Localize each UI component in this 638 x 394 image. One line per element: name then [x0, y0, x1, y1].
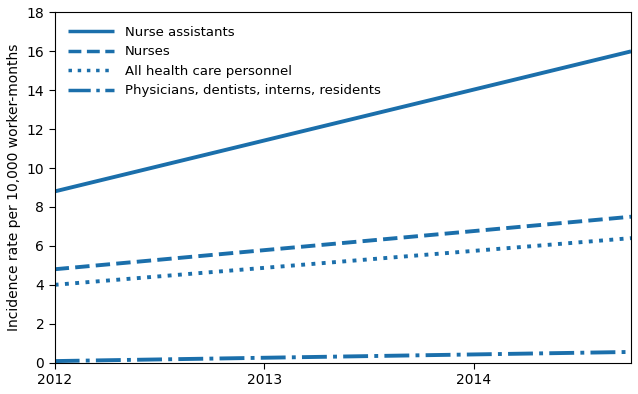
- Legend: Nurse assistants, Nurses, All health care personnel, Physicians, dentists, inter: Nurse assistants, Nurses, All health car…: [61, 19, 387, 104]
- Y-axis label: Incidence rate per 10,000 worker-months: Incidence rate per 10,000 worker-months: [7, 44, 21, 331]
